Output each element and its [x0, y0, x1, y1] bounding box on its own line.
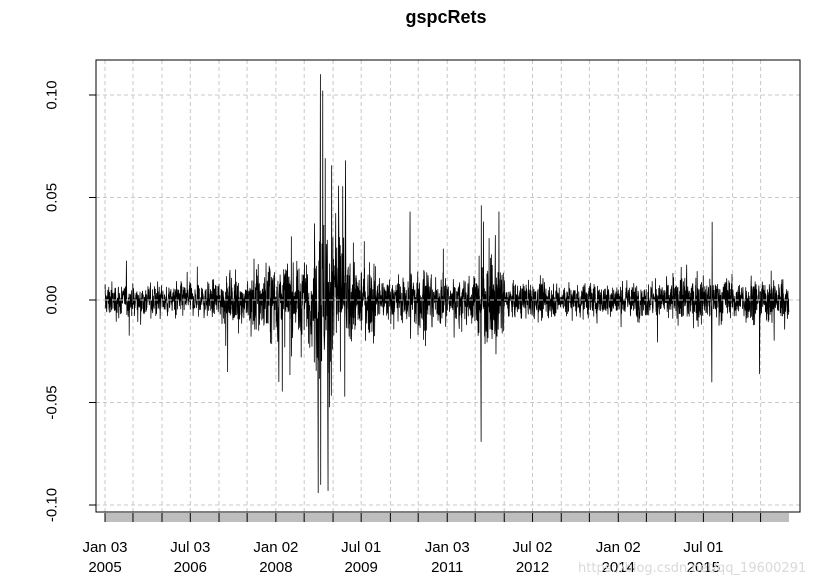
x-tick-label-year: 2014: [602, 559, 635, 576]
plot-frame: [95, 59, 801, 513]
x-tick-label-month: Jul 01: [683, 539, 723, 556]
y-axis: -0.10 -0.05 0.00 0.05 0.10: [44, 80, 96, 522]
x-tick-label-year: 2008: [259, 559, 292, 576]
x-axis: Jan 03 2005 Jul 03 2006 Jan 02 2008 Jul 01 2009…: [82, 513, 762, 576]
chart-title: gspcRets: [405, 7, 486, 27]
y-tick-label: 0.10: [44, 80, 61, 109]
x-tick-label-month: Jul 03: [170, 539, 210, 556]
x-tick-label-month: Jul 01: [341, 539, 381, 556]
x-tick-label-year: 2009: [344, 559, 377, 576]
grid: [96, 60, 800, 512]
y-tick-label: 0.05: [44, 183, 61, 212]
y-tick-label: -0.10: [44, 488, 61, 522]
x-tick-label-year: 2011: [431, 559, 463, 576]
y-tick-label: 0.00: [44, 285, 61, 314]
y-tick-label: -0.05: [44, 385, 61, 419]
x-tick-label-month: Jul 02: [513, 539, 553, 556]
watermark: https://blog.csdn.net/qq_19600291: [578, 561, 807, 576]
returns-series-line: [104, 74, 790, 494]
x-tick-label-month: Jan 02: [253, 539, 298, 556]
x-tick-label-month: Jan 03: [425, 539, 470, 556]
x-tick-label-year: 2015: [687, 559, 720, 576]
x-tick-label-year: 2006: [174, 559, 207, 576]
x-tick-label-year: 2005: [88, 559, 121, 576]
x-tick-label-month: Jan 02: [596, 539, 641, 556]
x-tick-label-year: 2012: [516, 559, 549, 576]
series-group: [104, 74, 790, 494]
x-tick-label-month: Jan 03: [82, 539, 127, 556]
